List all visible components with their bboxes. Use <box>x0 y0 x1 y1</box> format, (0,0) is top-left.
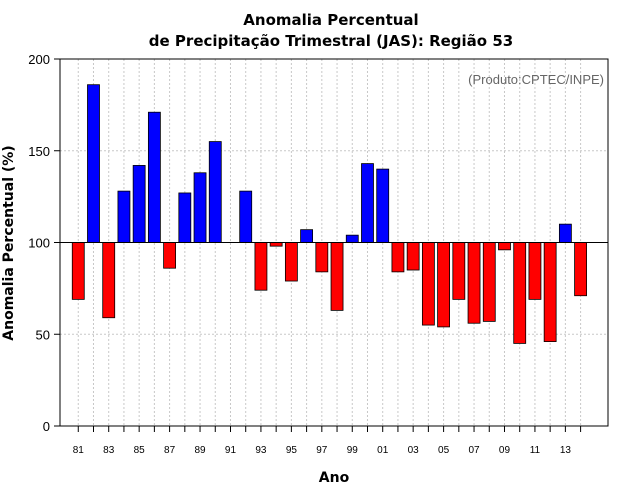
x-tick-label: 97 <box>316 445 328 456</box>
bar-2013 <box>558 223 572 243</box>
bar-2000 <box>361 163 374 243</box>
y-tick-label: 50 <box>36 327 50 342</box>
y-axis-label: Anomalia Percentual (%) <box>1 145 17 340</box>
bar-1992 <box>239 190 253 243</box>
x-tick-label: 91 <box>225 445 237 456</box>
bar-1985 <box>132 165 146 243</box>
y-tick-label: 150 <box>28 144 50 159</box>
x-tick-label: 13 <box>560 445 572 456</box>
x-tick-label: 05 <box>438 445 450 456</box>
bar-2010 <box>513 242 527 344</box>
bar-2001 <box>376 168 390 243</box>
bar-1990 <box>208 141 222 243</box>
bar-1981 <box>71 242 85 300</box>
bar-1983 <box>102 242 116 319</box>
chart-title-line1: Anomalia Percentual <box>243 11 418 29</box>
bar-2002 <box>391 242 405 273</box>
bars <box>71 84 587 344</box>
bar-2004 <box>421 242 435 326</box>
bar-2008 <box>482 242 496 322</box>
x-axis-label: Ano <box>319 470 350 486</box>
x-tick-label: 07 <box>468 445 480 456</box>
y-tick-label: 0 <box>43 419 50 434</box>
axes: 0 50 100 150 200 81 83 85 87 89 91 93 95 97 99 01 03 05 07… <box>28 52 582 456</box>
bar-1988 <box>178 192 192 243</box>
bar-2006 <box>452 242 466 300</box>
bar-1993 <box>254 242 268 291</box>
x-tick-label: 03 <box>408 445 420 456</box>
bar-2007 <box>467 242 481 324</box>
bar-2011 <box>528 242 542 300</box>
x-tick-label: 89 <box>194 445 206 456</box>
bar-2012 <box>543 242 557 342</box>
bar-1987 <box>163 242 177 269</box>
bar-1998 <box>330 242 344 311</box>
x-tick-label: 83 <box>103 445 115 456</box>
bar-1997 <box>315 242 329 273</box>
x-tick-label: 95 <box>286 445 298 456</box>
chart-title-line2: de Precipitação Trimestral (JAS): Região… <box>149 32 513 50</box>
bar-2009 <box>498 242 511 251</box>
bar-1989 <box>193 172 207 243</box>
bar-1995 <box>284 242 298 282</box>
bar-2005 <box>437 242 451 328</box>
x-tick-label: 01 <box>377 445 389 456</box>
bar-1996 <box>300 229 314 243</box>
bar-2003 <box>406 242 420 271</box>
y-tick-label: 100 <box>28 236 50 251</box>
bar-1999 <box>345 234 359 243</box>
y-tick-label: 200 <box>28 52 50 67</box>
x-tick-label: 87 <box>164 445 176 456</box>
x-tick-label: 85 <box>134 445 146 456</box>
x-tick-label: 99 <box>347 445 359 456</box>
bar-1994 <box>269 242 283 247</box>
bar-1984 <box>117 190 131 243</box>
grid <box>60 59 608 426</box>
bar-2014 <box>574 242 587 297</box>
bar-1982 <box>87 84 100 243</box>
x-tick-label: 11 <box>530 445 541 456</box>
x-tick-label: 09 <box>499 445 511 456</box>
x-tick-label: 93 <box>255 445 267 456</box>
bar-1986 <box>147 111 161 243</box>
source-annotation: (Produto:CPTEC/INPE) <box>468 72 604 87</box>
x-tick-label: 81 <box>73 445 85 456</box>
